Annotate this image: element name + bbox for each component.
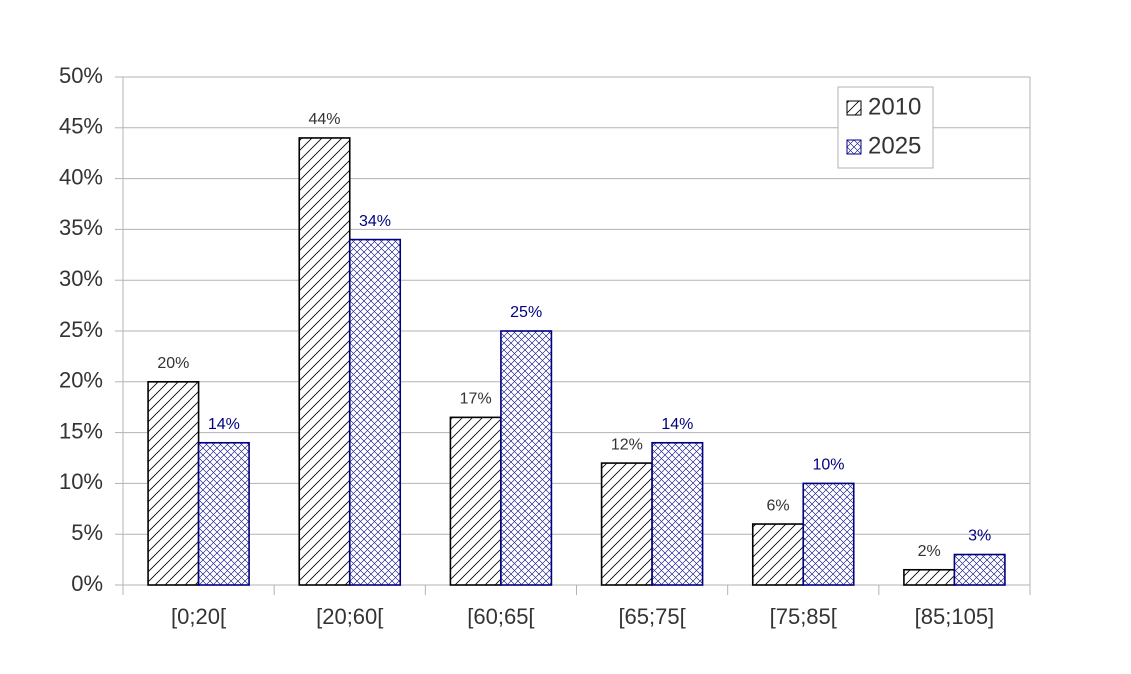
value-label: 20% <box>157 355 189 372</box>
value-label: 34% <box>359 213 391 230</box>
bar <box>197 441 250 586</box>
y-tick-label: 40% <box>59 164 103 189</box>
bar <box>449 416 502 586</box>
bar <box>298 137 351 586</box>
value-label: 44% <box>308 111 340 128</box>
x-tick-label: [20;60[ <box>316 604 383 629</box>
y-tick-label: 20% <box>59 368 103 393</box>
value-label: 14% <box>208 416 240 433</box>
bar <box>751 523 805 586</box>
y-tick-label: 0% <box>71 571 103 596</box>
value-label: 14% <box>661 416 693 433</box>
value-label: 10% <box>812 457 844 474</box>
bar <box>147 380 200 586</box>
value-label: 12% <box>611 436 643 453</box>
y-tick-label: 25% <box>59 317 103 342</box>
x-tick-label: [85;105] <box>915 604 995 629</box>
value-label: 25% <box>510 304 542 321</box>
bar <box>500 330 553 586</box>
bar <box>903 568 956 586</box>
legend-swatch <box>846 139 862 155</box>
x-tick-label: [65;75[ <box>618 604 685 629</box>
bar <box>953 553 1006 586</box>
y-tick-label: 35% <box>59 215 103 240</box>
bar <box>651 441 704 586</box>
bar <box>802 482 855 586</box>
legend-swatch <box>846 100 862 116</box>
y-tick-label: 10% <box>59 469 103 494</box>
x-tick-label: [75;85[ <box>770 604 837 629</box>
y-tick-label: 50% <box>59 63 103 88</box>
value-label: 2% <box>918 543 941 560</box>
y-tick-label: 15% <box>59 418 103 443</box>
y-tick-label: 45% <box>59 114 103 139</box>
value-label: 3% <box>968 528 991 545</box>
y-tick-label: 5% <box>71 520 103 545</box>
bar <box>348 238 402 586</box>
legend-label: 2010 <box>868 93 921 120</box>
value-label: 17% <box>460 391 492 408</box>
x-tick-label: [60;65[ <box>467 604 534 629</box>
bar <box>600 462 653 586</box>
y-tick-label: 30% <box>59 266 103 291</box>
x-tick-label: [0;20[ <box>171 604 226 629</box>
value-label: 6% <box>766 497 789 514</box>
legend-label: 2025 <box>868 132 921 159</box>
